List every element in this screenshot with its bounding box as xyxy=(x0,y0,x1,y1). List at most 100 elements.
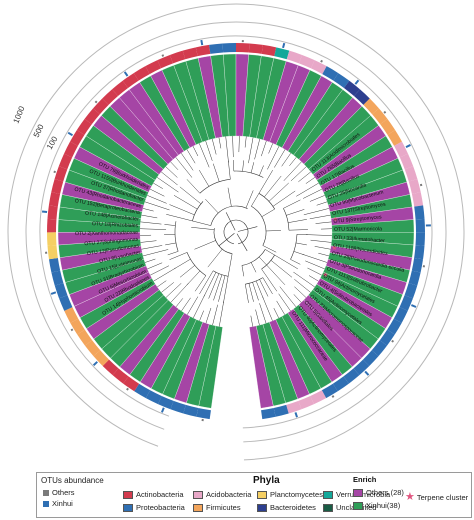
leaf-branch xyxy=(309,214,331,220)
leaf-branch xyxy=(309,195,325,202)
phylum-segment xyxy=(353,89,370,105)
abundance-bar xyxy=(200,39,204,46)
abundance-bar xyxy=(320,59,323,63)
leaf-branch xyxy=(293,271,315,288)
leaf-branch xyxy=(305,234,332,236)
enrich-others-swatch xyxy=(353,488,363,497)
phylum-segment xyxy=(133,66,150,81)
phylum-segment xyxy=(157,395,174,410)
clade-arc xyxy=(192,201,204,222)
leaf-branch xyxy=(262,296,273,321)
clade-branch xyxy=(262,245,277,253)
root-branch xyxy=(218,233,235,247)
phylum-segment xyxy=(77,329,93,346)
phylum-segment xyxy=(248,43,263,54)
leaf-branch xyxy=(255,309,260,326)
leaf-branch xyxy=(238,136,240,153)
legend-panel: OTUs abundance Others Xinhui Phyla Actin… xyxy=(36,472,472,518)
clade-branch xyxy=(255,280,264,299)
clade-branch xyxy=(191,227,215,230)
verrucomicrobia-swatch xyxy=(323,490,333,499)
clade-arc xyxy=(283,208,290,231)
phylum-segment xyxy=(404,283,418,299)
phylum-segment xyxy=(134,383,151,399)
clade-branch xyxy=(265,249,275,256)
phylum-segment xyxy=(112,368,129,384)
scale-ring-1 xyxy=(25,21,447,443)
phylum-segment xyxy=(261,408,276,420)
phylum-segment xyxy=(408,270,421,286)
phylum-legend-actinobacteria: Actinobacteria xyxy=(123,490,184,499)
phylum-segment xyxy=(196,408,211,420)
leaf-branch xyxy=(161,171,178,186)
acidobacteria-swatch xyxy=(193,490,203,499)
clade-branch xyxy=(266,264,286,285)
leaf-branch xyxy=(305,177,316,184)
leaf-label: OTU 27|Sphingomonas xyxy=(84,237,139,248)
abundance-bar xyxy=(354,79,360,85)
leaf-branch xyxy=(142,208,154,212)
clade-arc xyxy=(199,179,231,194)
phylum-segment xyxy=(414,245,425,260)
abundance-legend-others: Others xyxy=(43,488,75,497)
leaf-branch xyxy=(281,153,292,167)
firmicutes-label: Firmicutes xyxy=(206,503,241,512)
leaf-branch xyxy=(175,298,184,308)
leaf-branch xyxy=(147,262,163,270)
clade-arc xyxy=(251,205,267,246)
clade-branch xyxy=(164,224,176,226)
clade-branch xyxy=(218,275,226,302)
leaf-branch xyxy=(244,136,247,148)
enrich-sector xyxy=(249,325,274,409)
phylum-segment xyxy=(399,153,414,170)
abundance-bar xyxy=(282,42,286,49)
leaf-branch xyxy=(298,171,311,183)
abundance-bar xyxy=(364,370,370,376)
phylum-segment xyxy=(298,395,315,410)
phylum-segment xyxy=(261,44,277,57)
clade-branch xyxy=(227,187,232,207)
leaf-label: OTU 52|Marmoricola xyxy=(334,226,382,233)
leaf-branch xyxy=(170,283,189,303)
phylum-segment xyxy=(411,192,424,207)
phylum-segment xyxy=(273,404,289,417)
leaf-branch xyxy=(318,252,330,257)
phylum-segment xyxy=(182,47,198,60)
actinobacteria-label: Actinobacteria xyxy=(136,490,184,499)
enrich-xinhui-label: Xinhui(38) xyxy=(366,501,401,510)
clade-branch xyxy=(265,230,281,232)
leaf-branch xyxy=(140,228,167,230)
clade-branch xyxy=(250,162,255,173)
scale-label-100: 100 xyxy=(45,134,60,151)
leaf-branch xyxy=(150,265,170,276)
bacteroidetes-swatch xyxy=(257,503,267,512)
phylum-segment xyxy=(393,307,408,323)
clade-branch xyxy=(248,283,254,302)
abundance-bar xyxy=(94,100,98,104)
abundance-xinhui-label: Xinhui xyxy=(52,499,73,508)
phylum-segment xyxy=(63,141,78,158)
clade-branch xyxy=(166,214,193,222)
phylum-segment xyxy=(310,390,327,405)
leaf-branch xyxy=(274,149,286,168)
phylum-segment xyxy=(394,141,409,158)
leaf-branch xyxy=(278,293,291,312)
enrichment-sectors xyxy=(57,53,415,409)
abundance-bar xyxy=(53,170,56,174)
phylum-color-ring xyxy=(46,43,425,420)
leaf-branch xyxy=(142,249,169,257)
abundance-bar xyxy=(383,110,387,114)
leaf-branch xyxy=(267,146,280,170)
leaf-branch xyxy=(232,136,234,158)
abundance-bar xyxy=(92,361,98,366)
root-branch xyxy=(236,233,248,252)
leaf-branch xyxy=(187,296,199,315)
phylum-segment xyxy=(343,80,360,97)
leaf-label: OTU 9|Streptomyces xyxy=(333,214,382,225)
phylum-segment xyxy=(415,218,425,233)
phylum-segment xyxy=(84,108,100,125)
phylum-segment xyxy=(70,129,85,146)
phylum-segment xyxy=(64,307,79,323)
clade-branch xyxy=(274,254,298,270)
